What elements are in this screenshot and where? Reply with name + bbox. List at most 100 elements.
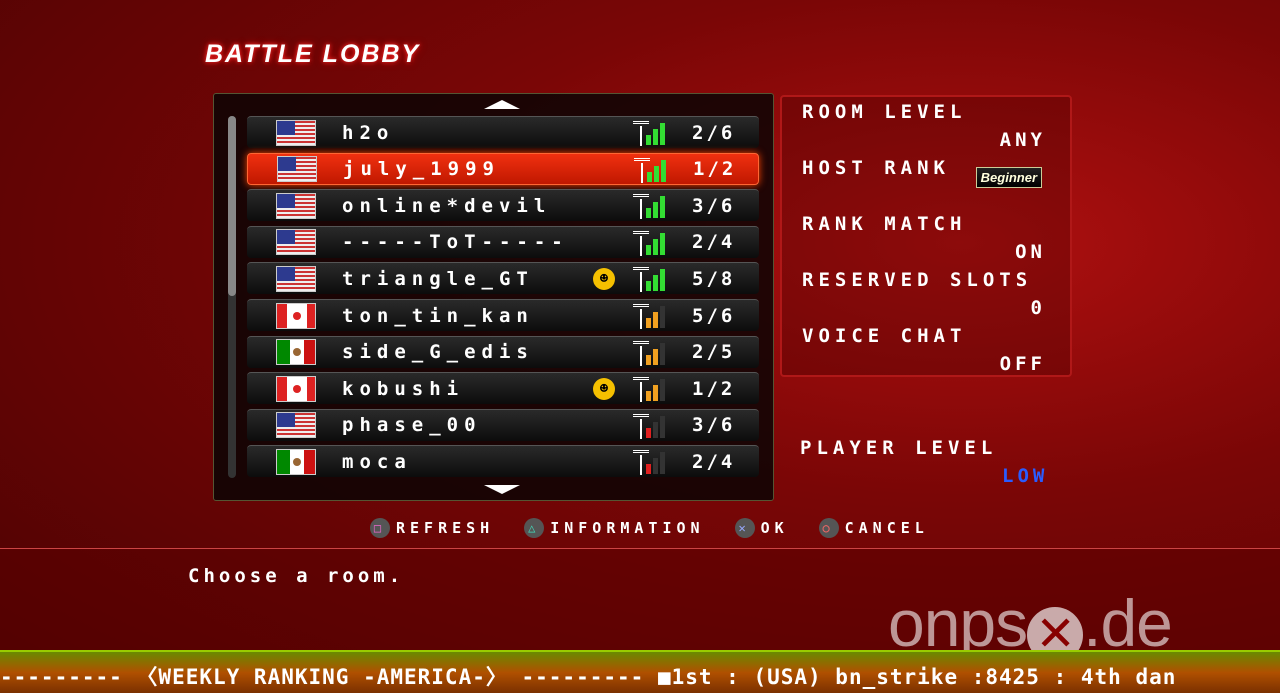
room-name: kobushi: [342, 377, 465, 400]
player-level-label: PLAYER LEVEL: [800, 437, 998, 459]
signal-strength-icon: [633, 119, 667, 147]
room-list[interactable]: h2o 2/6 july_1999 1/2 online*devil 3/6 -…: [213, 93, 774, 501]
antenna-icon: [633, 194, 649, 220]
room-row[interactable]: online*devil 3/6: [247, 189, 759, 222]
signal-bar: [661, 159, 666, 182]
room-row[interactable]: h2o 2/6: [247, 116, 759, 148]
information-button[interactable]: △ INFORMATION: [524, 518, 704, 538]
help-message: Choose a room.: [188, 565, 405, 587]
antenna-icon: [633, 304, 649, 329]
signal-bar: [646, 135, 651, 145]
room-name: -----ToT-----: [342, 231, 569, 254]
signal-strength-icon: [633, 192, 667, 220]
signal-strength-icon: [633, 229, 667, 257]
room-details-panel: ROOM LEVEL ANY HOST RANK Beginner RANK M…: [780, 95, 1072, 377]
signal-strength-icon: [633, 302, 667, 330]
player-count: 2/4: [692, 231, 736, 254]
signal-bar: [654, 165, 659, 182]
room-row[interactable]: side_G_edis 2/5: [247, 335, 759, 368]
player-level-value: LOW: [1002, 465, 1049, 487]
signal-bar: [660, 123, 665, 145]
antenna-icon: [633, 450, 649, 476]
player-count: 1/2: [692, 377, 736, 400]
signal-bar: [653, 202, 658, 219]
antenna-icon: [633, 121, 649, 146]
us-flag-icon: [276, 412, 316, 439]
host-rank-label: HOST RANK: [802, 157, 950, 179]
rank-match-value: ON: [1015, 241, 1046, 263]
signal-bar: [653, 238, 658, 255]
ranking-ticker: --------- 〈WEEKLY RANKING -AMERICA-〉 ---…: [0, 650, 1280, 693]
signal-bar: [653, 275, 658, 292]
signal-bar: [660, 196, 665, 219]
signal-strength-icon: [633, 412, 667, 440]
signal-bar: [660, 269, 665, 292]
room-name: phase_00: [342, 414, 482, 437]
voice-chat-label: VOICE CHAT: [802, 325, 967, 347]
player-count: 3/6: [692, 414, 736, 437]
room-name: july_1999: [343, 157, 500, 180]
cancel-button[interactable]: ○ CANCEL: [818, 518, 929, 538]
us-flag-icon: [276, 229, 316, 256]
smiley-icon: ☻: [593, 377, 615, 400]
signal-bar: [660, 342, 665, 365]
signal-bar: [646, 244, 651, 255]
signal-bar: [646, 464, 651, 475]
mx-flag-icon: [276, 339, 316, 366]
room-name: online*devil: [342, 194, 552, 217]
room-level-label: ROOM LEVEL: [802, 101, 967, 123]
cancel-label: CANCEL: [844, 519, 929, 537]
room-name: moca: [342, 450, 412, 473]
signal-bar: [660, 232, 665, 255]
ok-button[interactable]: ✕ OK: [734, 518, 789, 538]
us-flag-icon: [276, 192, 316, 219]
us-flag-icon: [277, 155, 317, 182]
scroll-down-arrow-icon[interactable]: [484, 485, 520, 494]
scrollbar[interactable]: [228, 116, 236, 478]
antenna-icon: [633, 230, 649, 256]
signal-bar: [647, 171, 652, 182]
page-title: BATTLE LOBBY: [205, 40, 421, 68]
room-level-value: ANY: [999, 129, 1046, 151]
circle-button-icon: ○: [818, 518, 839, 538]
signal-bar: [660, 452, 665, 475]
signal-bar: [653, 312, 658, 328]
room-row[interactable]: triangle_GT ☻ 5/8: [247, 262, 759, 295]
room-row[interactable]: kobushi ☻ 1/2: [247, 372, 759, 405]
signal-bar: [660, 415, 665, 438]
reserved-slots-value: 0: [1030, 297, 1046, 319]
signal-bar: [653, 348, 658, 365]
signal-bar: [646, 391, 651, 402]
scrollbar-thumb[interactable]: [228, 116, 236, 296]
room-row[interactable]: phase_00 3/6: [247, 408, 759, 441]
signal-bar: [646, 281, 651, 292]
ca-flag-icon: [276, 302, 316, 329]
room-row[interactable]: ton_tin_kan 5/6: [247, 299, 759, 331]
mx-flag-icon: [276, 448, 316, 475]
room-row[interactable]: moca 2/4: [247, 445, 759, 478]
room-name: triangle_GT: [342, 267, 534, 290]
signal-bar: [653, 129, 658, 145]
antenna-icon: [633, 340, 649, 366]
room-row[interactable]: july_1999 1/2: [247, 152, 759, 185]
square-button-icon: □: [370, 518, 390, 538]
antenna-icon: [634, 157, 650, 183]
signal-strength-icon: [633, 265, 667, 293]
signal-bar: [646, 208, 651, 219]
antenna-icon: [633, 377, 649, 403]
signal-strength-icon: [633, 375, 667, 403]
signal-strength-icon: [633, 448, 667, 476]
room-name: ton_tin_kan: [342, 304, 534, 327]
scroll-up-arrow-icon[interactable]: [484, 100, 520, 109]
room-row[interactable]: -----ToT----- 2/4: [247, 225, 759, 258]
antenna-icon: [633, 267, 649, 293]
player-count: 5/8: [692, 267, 736, 290]
us-flag-icon: [276, 265, 316, 292]
player-count: 2/5: [692, 341, 736, 364]
cross-button-icon: ✕: [734, 518, 755, 538]
signal-strength-icon: [634, 156, 668, 184]
refresh-button[interactable]: □ REFRESH: [370, 518, 494, 538]
signal-bar: [646, 354, 651, 365]
player-count: 3/6: [692, 194, 736, 217]
signal-bar: [646, 427, 651, 438]
